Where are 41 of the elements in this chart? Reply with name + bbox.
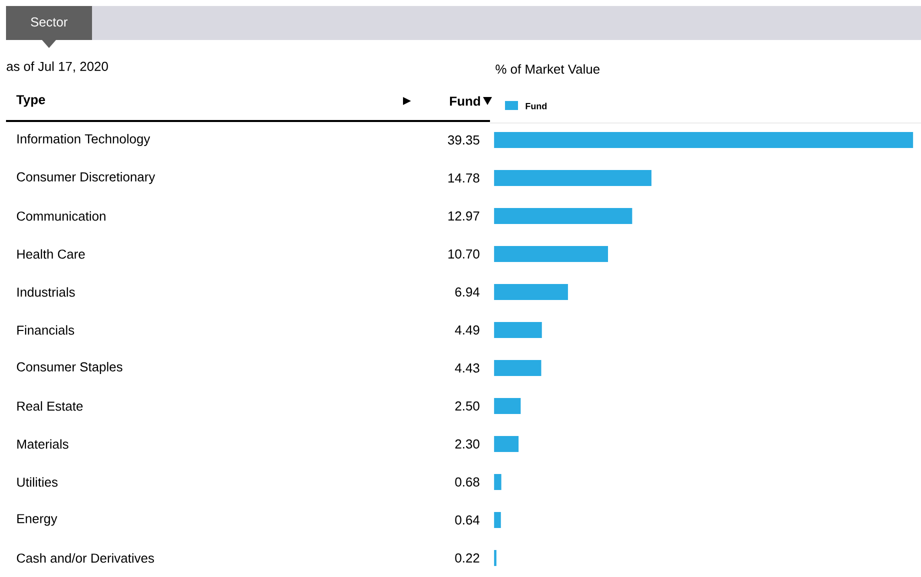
bar <box>494 436 519 452</box>
y-tick-label: Materials <box>17 439 68 449</box>
bar <box>494 322 542 338</box>
y-tick-label: Industrials <box>17 287 75 297</box>
data-label: 12.97 <box>448 211 480 221</box>
bar <box>494 360 542 376</box>
y-tick-label: Health Care <box>17 249 85 259</box>
y-tick-label: Communication <box>16 211 106 221</box>
text: Fund <box>450 96 480 106</box>
y-tick-label: Information Technology <box>17 134 150 146</box>
y-tick-label: Financials <box>17 325 74 335</box>
bar <box>494 170 652 186</box>
bar <box>494 284 568 300</box>
x-axis-title: % of Market Value <box>496 64 600 74</box>
data-label: 0.22 <box>455 553 480 563</box>
text: as of Jul 17, 2020 <box>6 61 108 73</box>
data-label: 10.70 <box>448 249 480 259</box>
bar <box>494 398 521 414</box>
bar <box>494 474 502 490</box>
y-tick-label: Consumer Staples <box>16 362 122 374</box>
data-label: 6.94 <box>455 287 480 297</box>
y-tick-label: Consumer Discretionary <box>16 172 156 184</box>
data-label: 14.78 <box>448 173 480 183</box>
legend-label: Fund <box>526 102 547 110</box>
bar <box>494 208 632 224</box>
text: Sector <box>30 17 68 27</box>
data-label: 4.43 <box>454 363 480 373</box>
data-label: 2.30 <box>455 439 480 449</box>
data-label: 39.35 <box>448 135 480 145</box>
y-tick-label: Utilities <box>17 477 58 487</box>
bar <box>494 132 914 148</box>
bar <box>494 512 501 528</box>
data-label: 0.64 <box>455 515 480 525</box>
y-tick-label: Real Estate <box>17 401 83 411</box>
bar <box>494 246 608 262</box>
data-label: 4.49 <box>454 325 480 335</box>
y-tick-label: Cash and/or Derivatives <box>16 553 154 563</box>
y-tick-label: Energy <box>17 514 58 526</box>
data-label: 2.50 <box>455 401 480 411</box>
text: Type <box>16 95 46 107</box>
data-label: 0.68 <box>455 477 480 487</box>
